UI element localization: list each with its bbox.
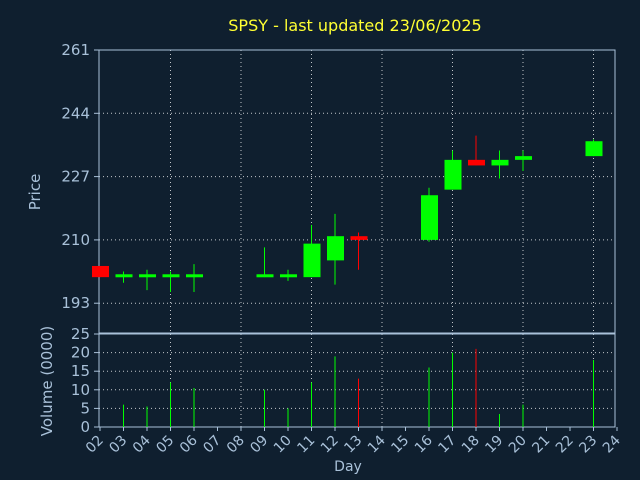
candle-body (491, 159, 509, 166)
volume-tick-label: 15 (71, 362, 90, 380)
price-tick-label: 227 (61, 168, 90, 186)
candle-body (444, 159, 462, 190)
candle-body (186, 274, 203, 278)
volume-panel-frame (98, 333, 616, 428)
price-candles (92, 135, 603, 293)
price-y-axis: 193 210 227 244 261 (61, 41, 99, 312)
candle-body (421, 195, 438, 240)
volume-tick-label: 20 (71, 344, 90, 362)
price-tick-label: 193 (61, 294, 90, 312)
candle-body (468, 159, 485, 166)
candle-body (115, 274, 133, 278)
volume-bars (123, 348, 594, 427)
price-panel-frame (98, 49, 616, 334)
volume-tick-label: 0 (80, 418, 90, 436)
price-axis-label: Price (26, 174, 44, 211)
price-tick-label: 210 (61, 231, 90, 249)
candle-body (256, 274, 274, 278)
x-axis-label: Day (334, 459, 362, 475)
candle-body (303, 243, 321, 278)
volume-tick-label: 10 (71, 381, 90, 399)
volume-tick-label: 5 (80, 399, 90, 417)
candle-body (327, 236, 344, 261)
volume-tick-label: 25 (71, 325, 90, 343)
price-tick-label: 261 (61, 41, 90, 59)
price-tick-label: 244 (61, 104, 90, 122)
candle-body (139, 274, 156, 278)
candle-body (350, 236, 368, 240)
volume-axis-label: Volume (0000) (38, 326, 56, 436)
candle-body (162, 274, 180, 278)
chart-title: SPSY - last updated 23/06/2025 (228, 16, 481, 35)
candle-body (280, 274, 297, 278)
candle-body (92, 265, 109, 278)
candle-body (515, 156, 532, 160)
price-panel: 193 210 227 244 261 Price (26, 41, 616, 334)
candle-body (585, 141, 603, 157)
